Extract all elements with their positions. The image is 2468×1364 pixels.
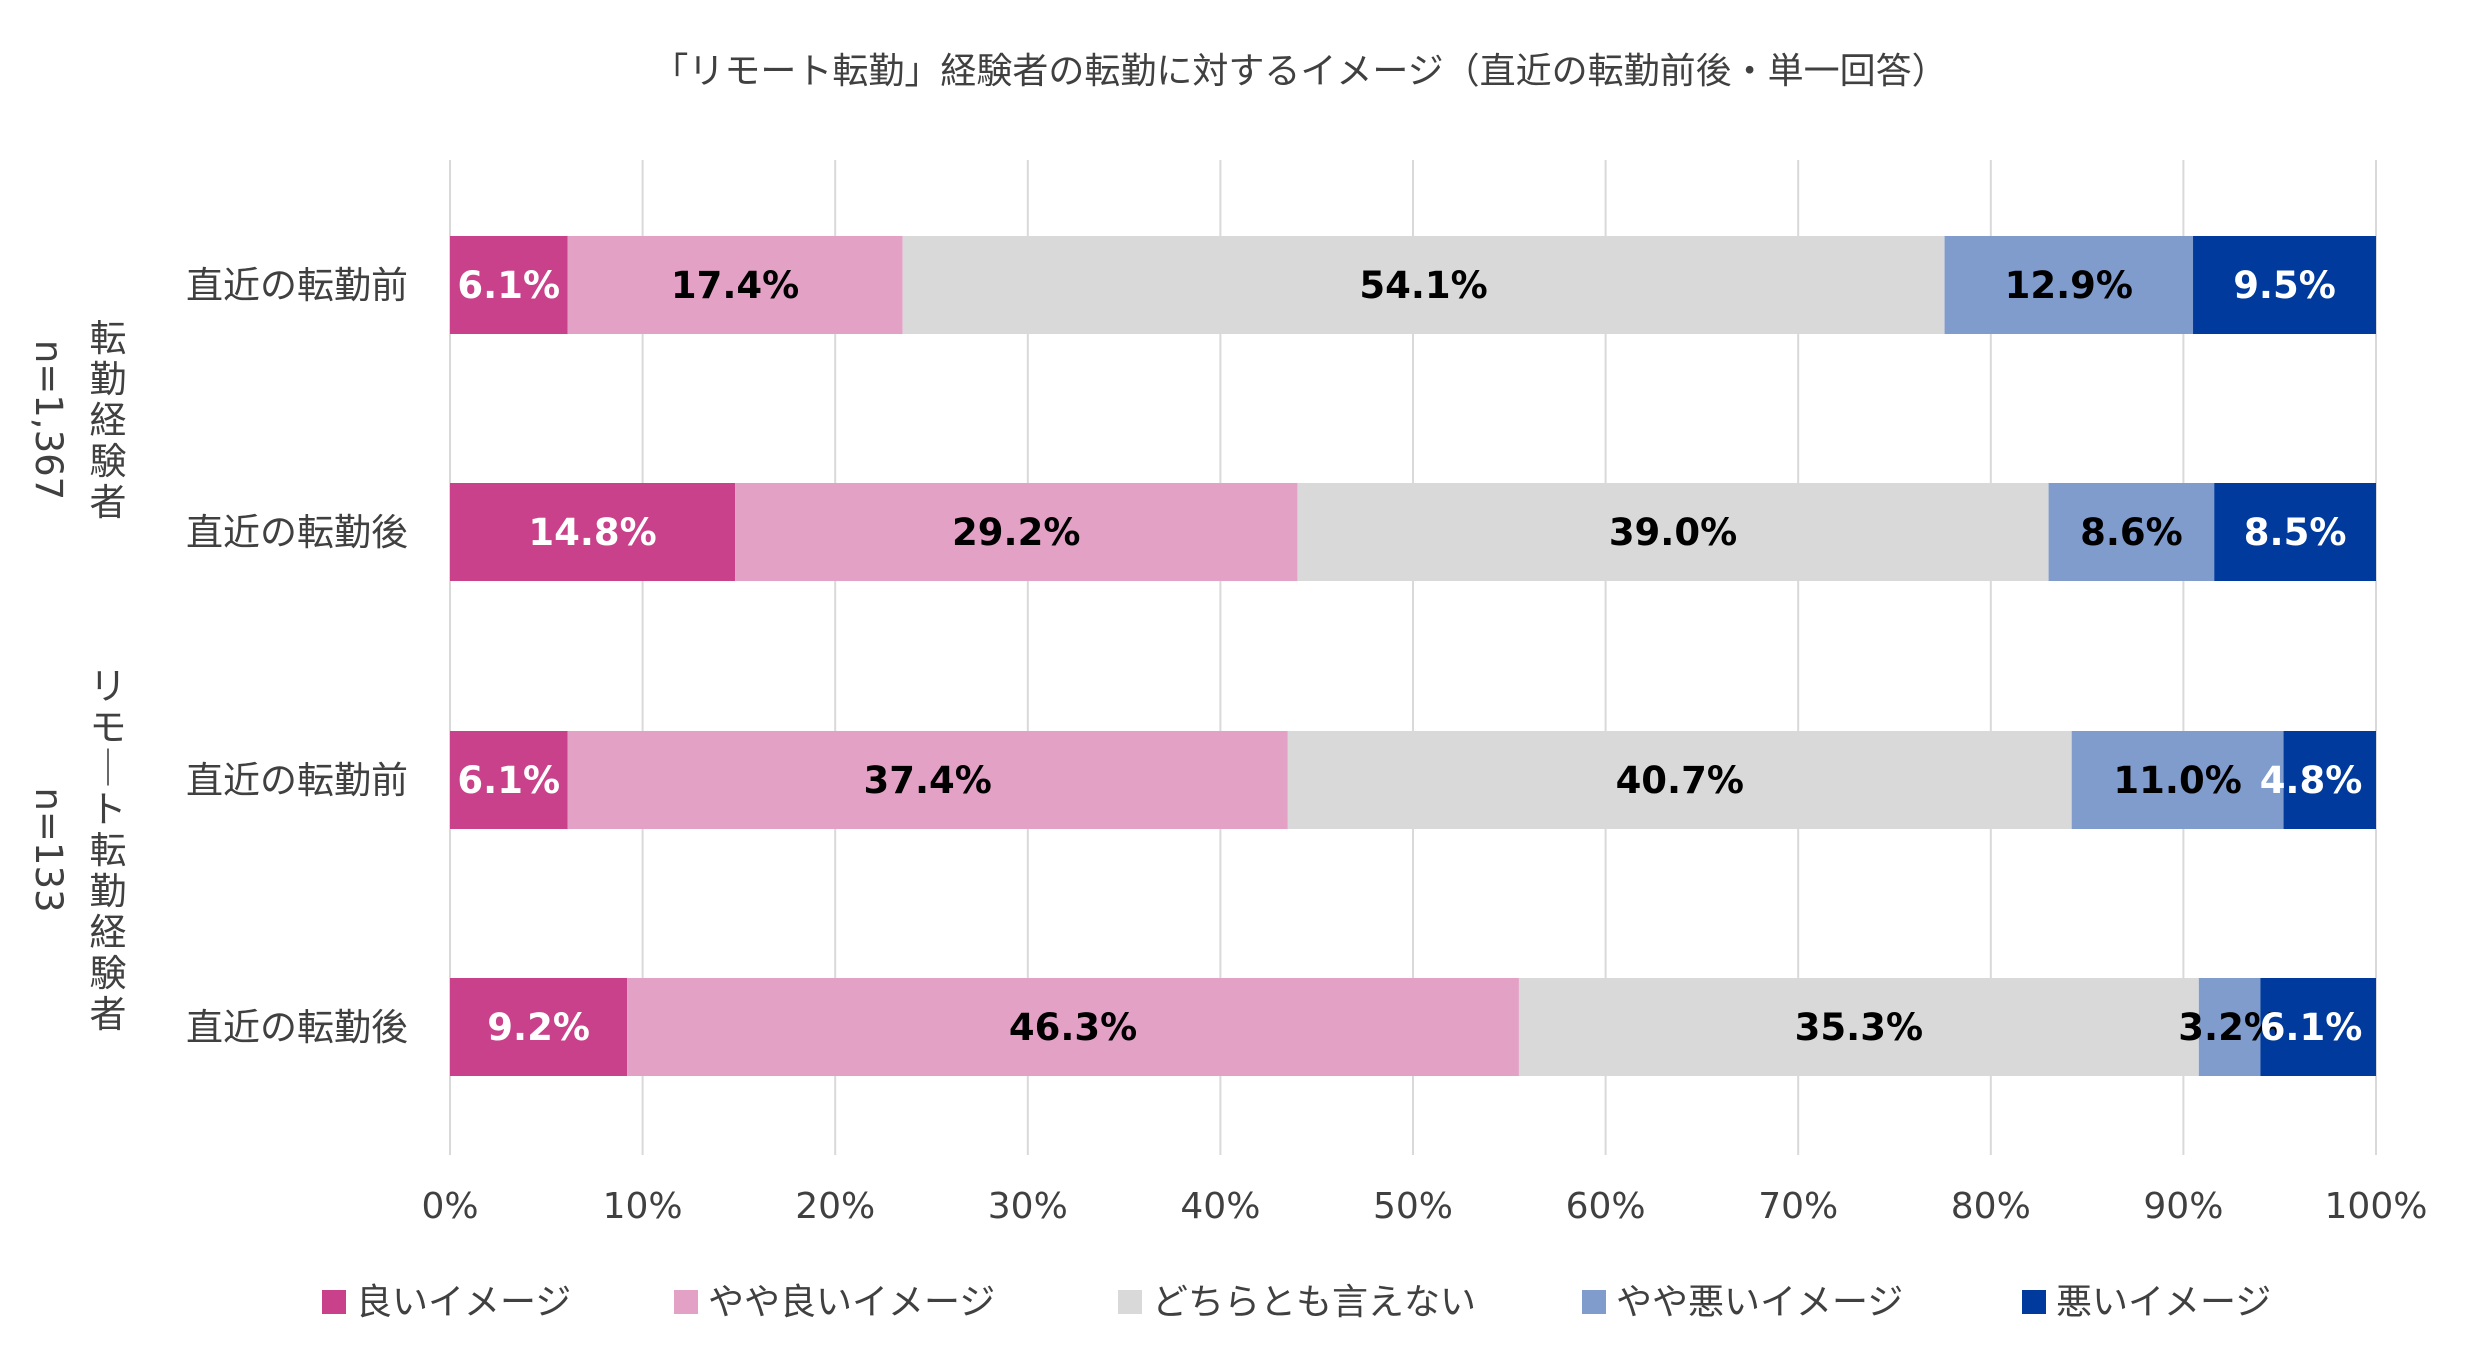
data-label: 46.3% [1009, 1006, 1137, 1049]
bar-segment [902, 236, 1945, 334]
bar-segment [2048, 483, 2215, 581]
bar-segment [1518, 978, 2199, 1076]
data-label: 54.1% [1359, 264, 1487, 307]
data-label: 6.1% [457, 264, 560, 307]
x-tick-label: 80% [1951, 1186, 2031, 1227]
data-label: 9.2% [487, 1006, 590, 1049]
bar-segment [567, 236, 903, 334]
group-label: リモ｜ト転勤経験者 [90, 665, 127, 1036]
x-tick-label: 70% [1758, 1186, 1838, 1227]
legend-label: 良いイメージ [356, 1282, 571, 1323]
bar-segment [2198, 978, 2261, 1076]
data-label: 11.0% [2113, 759, 2241, 802]
bar-segment [1297, 483, 2049, 581]
legend-swatch [322, 1290, 346, 1314]
bar-segment [450, 236, 568, 334]
bar-segment [2071, 731, 2284, 829]
group-n-label: n=1,367 [27, 340, 70, 500]
legend-label: やや良いイメージ [708, 1282, 995, 1323]
legend-label: 悪いイメージ [2056, 1282, 2271, 1323]
x-tick-label: 10% [603, 1186, 683, 1227]
legend-swatch [1118, 1290, 1142, 1314]
bar-segment [450, 731, 568, 829]
category-label: 直近の転勤前 [186, 759, 408, 802]
data-label: 40.7% [1616, 759, 1744, 802]
legend-label: やや悪いイメージ [1616, 1282, 1903, 1323]
category-label: 直近の転勤後 [186, 1006, 408, 1049]
data-label: 29.2% [952, 511, 1080, 554]
data-label: 6.1% [2260, 1006, 2363, 1049]
bar-segment [450, 483, 736, 581]
x-tick-label: 0% [421, 1186, 478, 1227]
category-label: 直近の転勤前 [186, 264, 408, 307]
group-n-label: n=133 [27, 787, 70, 912]
legend-swatch [1582, 1290, 1606, 1314]
data-label: 39.0% [1609, 511, 1737, 554]
data-label: 8.5% [2244, 511, 2347, 554]
x-tick-label: 60% [1566, 1186, 1646, 1227]
data-label: 9.5% [2233, 264, 2336, 307]
group-labels: 転勤経験者 n=1,367 リモ｜ト転勤経験者 n=133 [27, 317, 127, 1036]
bar-segment [2214, 483, 2376, 581]
group-label: 転勤経験者 [90, 317, 127, 524]
bar-segment [2283, 731, 2376, 829]
x-tick-label: 40% [1180, 1186, 1260, 1227]
category-label: 直近の転勤後 [186, 511, 408, 554]
data-label: 6.1% [457, 759, 560, 802]
legend-label: どちらとも言えない [1152, 1282, 1476, 1323]
x-axis-ticks: 0% 10% 20% 30% 40% 50% 60% 70% 80% 90% 100% [421, 1186, 2427, 1227]
data-label: 35.3% [1795, 1006, 1923, 1049]
legend: 良いイメージ やや良いイメージ どちらとも言えない やや悪いイメージ 悪いイメージ [322, 1282, 2271, 1323]
data-label: 8.6% [2080, 511, 2183, 554]
data-label: 4.8% [2260, 759, 2363, 802]
data-label: 17.4% [671, 264, 799, 307]
x-tick-label: 20% [795, 1186, 875, 1227]
bar-segment [450, 978, 628, 1076]
x-tick-label: 30% [988, 1186, 1068, 1227]
data-labels: 6.1% 17.4% 54.1% 12.9% 9.5% 14.8% 29.2% 39.0% 8.… [457, 264, 2362, 1049]
x-tick-label: 90% [2143, 1186, 2223, 1227]
bar-segment [1944, 236, 2194, 334]
x-tick-label: 50% [1373, 1186, 1453, 1227]
legend-swatch [2022, 1290, 2046, 1314]
bars [450, 236, 2376, 1076]
data-label: 37.4% [863, 759, 991, 802]
x-tick-label: 100% [2325, 1186, 2428, 1227]
data-label: 14.8% [528, 511, 656, 554]
legend-swatch [674, 1290, 698, 1314]
bar-segment [735, 483, 1298, 581]
bar-segment [1287, 731, 2072, 829]
data-label: 12.9% [2005, 264, 2133, 307]
bar-segment [627, 978, 1519, 1076]
bar-segment [2193, 236, 2376, 334]
bar-segment [567, 731, 1288, 829]
data-label: 3.2% [2178, 1006, 2281, 1049]
chart-title: 「リモート転勤」経験者の転勤に対するイメージ（直近の転勤前後・単一回答） [652, 51, 1947, 92]
bar-segment [2260, 978, 2376, 1076]
